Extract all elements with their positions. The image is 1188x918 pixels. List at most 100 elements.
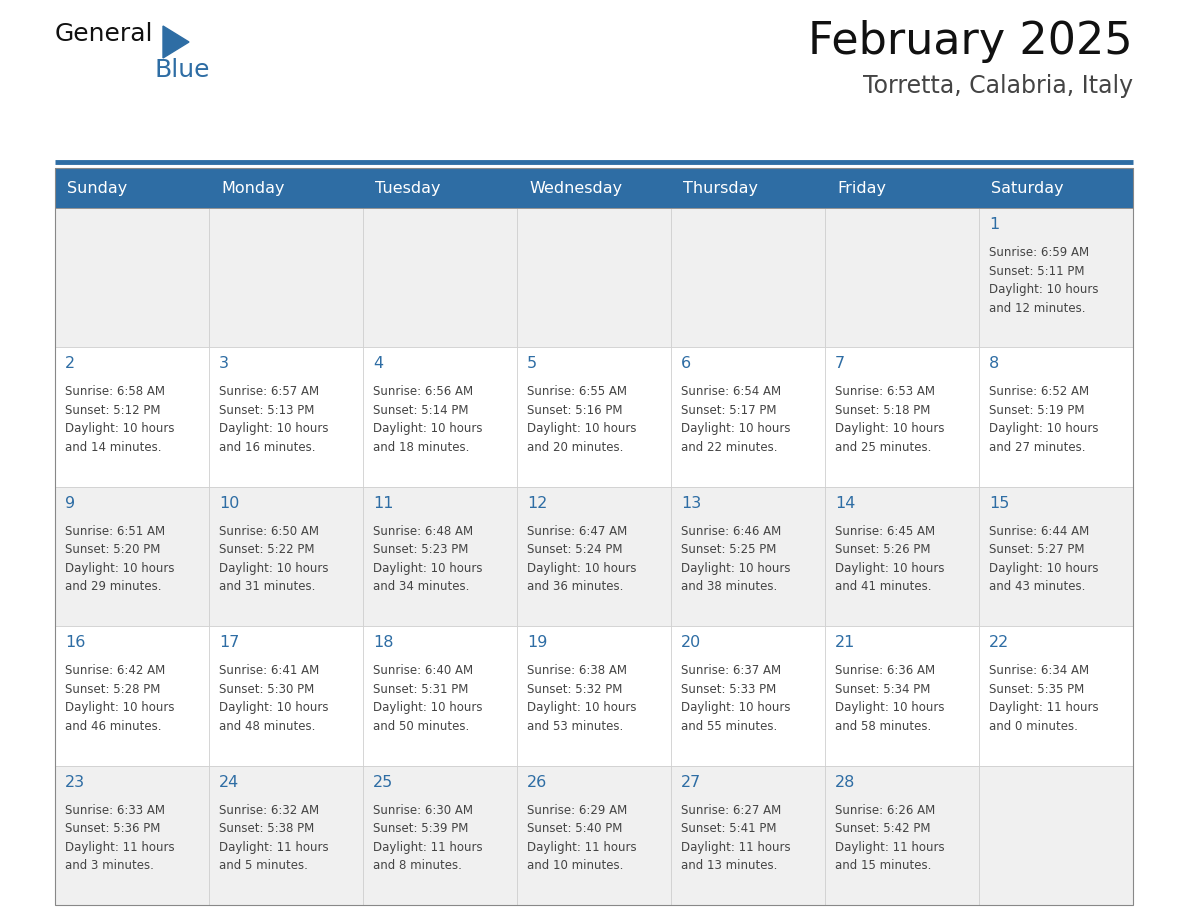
Text: and 12 minutes.: and 12 minutes. (988, 301, 1086, 315)
Text: and 14 minutes.: and 14 minutes. (65, 441, 162, 453)
Text: Daylight: 10 hours: Daylight: 10 hours (681, 422, 790, 435)
Bar (209, 487, 364, 626)
Text: Sunrise: 6:33 AM: Sunrise: 6:33 AM (65, 803, 165, 817)
Text: Sunset: 5:26 PM: Sunset: 5:26 PM (835, 543, 930, 556)
Text: Daylight: 11 hours: Daylight: 11 hours (527, 841, 637, 854)
Text: Sunrise: 6:59 AM: Sunrise: 6:59 AM (988, 246, 1089, 259)
Text: 3: 3 (219, 356, 229, 372)
Bar (209, 626, 364, 766)
Text: Sunrise: 6:44 AM: Sunrise: 6:44 AM (988, 525, 1089, 538)
Text: Daylight: 11 hours: Daylight: 11 hours (219, 841, 329, 854)
Bar (55, 626, 209, 766)
Bar (517, 208, 671, 347)
Text: and 31 minutes.: and 31 minutes. (219, 580, 315, 593)
Text: Sunrise: 6:56 AM: Sunrise: 6:56 AM (373, 386, 473, 398)
Text: Saturday: Saturday (991, 181, 1063, 196)
Text: Sunset: 5:23 PM: Sunset: 5:23 PM (373, 543, 468, 556)
Text: Sunset: 5:19 PM: Sunset: 5:19 PM (988, 404, 1085, 417)
Bar (517, 168, 671, 208)
Text: Daylight: 10 hours: Daylight: 10 hours (681, 701, 790, 714)
Bar (209, 766, 364, 905)
Text: Sunset: 5:39 PM: Sunset: 5:39 PM (373, 823, 468, 835)
Text: Daylight: 11 hours: Daylight: 11 hours (65, 841, 175, 854)
Bar (364, 208, 517, 347)
Bar (55, 766, 209, 905)
Text: Sunset: 5:35 PM: Sunset: 5:35 PM (988, 683, 1085, 696)
Text: and 13 minutes.: and 13 minutes. (681, 859, 777, 872)
Text: 5: 5 (527, 356, 537, 372)
Text: Blue: Blue (154, 58, 210, 82)
Bar (979, 168, 1133, 208)
Bar (979, 626, 1133, 766)
Text: Sunset: 5:22 PM: Sunset: 5:22 PM (219, 543, 315, 556)
Bar (517, 487, 671, 626)
Text: and 36 minutes.: and 36 minutes. (527, 580, 624, 593)
Bar (55, 168, 1133, 905)
Text: Daylight: 10 hours: Daylight: 10 hours (373, 422, 482, 435)
Text: Sunset: 5:12 PM: Sunset: 5:12 PM (65, 404, 160, 417)
Text: Daylight: 10 hours: Daylight: 10 hours (219, 562, 329, 575)
Text: 27: 27 (681, 775, 701, 789)
Text: Sunset: 5:34 PM: Sunset: 5:34 PM (835, 683, 930, 696)
Text: 11: 11 (373, 496, 393, 510)
Text: Daylight: 10 hours: Daylight: 10 hours (988, 422, 1099, 435)
Text: and 18 minutes.: and 18 minutes. (373, 441, 469, 453)
Text: Sunrise: 6:27 AM: Sunrise: 6:27 AM (681, 803, 782, 817)
Text: Daylight: 10 hours: Daylight: 10 hours (65, 422, 175, 435)
Bar (824, 347, 979, 487)
Text: Sunrise: 6:32 AM: Sunrise: 6:32 AM (219, 803, 320, 817)
Text: 28: 28 (835, 775, 855, 789)
Text: and 34 minutes.: and 34 minutes. (373, 580, 469, 593)
Bar (671, 766, 824, 905)
Bar (824, 168, 979, 208)
Text: 14: 14 (835, 496, 855, 510)
Text: and 55 minutes.: and 55 minutes. (681, 720, 777, 733)
Text: and 50 minutes.: and 50 minutes. (373, 720, 469, 733)
Text: Sunrise: 6:30 AM: Sunrise: 6:30 AM (373, 803, 473, 817)
Bar (671, 168, 824, 208)
Text: Sunset: 5:18 PM: Sunset: 5:18 PM (835, 404, 930, 417)
Text: Daylight: 10 hours: Daylight: 10 hours (373, 701, 482, 714)
Text: 10: 10 (219, 496, 239, 510)
Text: Sunrise: 6:29 AM: Sunrise: 6:29 AM (527, 803, 627, 817)
Text: Daylight: 11 hours: Daylight: 11 hours (988, 701, 1099, 714)
Text: 8: 8 (988, 356, 999, 372)
Text: Sunrise: 6:52 AM: Sunrise: 6:52 AM (988, 386, 1089, 398)
Text: 26: 26 (527, 775, 548, 789)
Text: Daylight: 10 hours: Daylight: 10 hours (527, 562, 637, 575)
Bar (824, 487, 979, 626)
Bar (517, 347, 671, 487)
Text: Sunrise: 6:45 AM: Sunrise: 6:45 AM (835, 525, 935, 538)
Text: Sunrise: 6:55 AM: Sunrise: 6:55 AM (527, 386, 627, 398)
Bar (55, 168, 1133, 208)
Text: Daylight: 10 hours: Daylight: 10 hours (681, 562, 790, 575)
Text: Wednesday: Wednesday (529, 181, 623, 196)
Text: Monday: Monday (221, 181, 284, 196)
Text: and 46 minutes.: and 46 minutes. (65, 720, 162, 733)
Text: Sunrise: 6:40 AM: Sunrise: 6:40 AM (373, 665, 473, 677)
Text: 9: 9 (65, 496, 75, 510)
Text: Sunrise: 6:50 AM: Sunrise: 6:50 AM (219, 525, 320, 538)
Text: Sunset: 5:27 PM: Sunset: 5:27 PM (988, 543, 1085, 556)
Text: Daylight: 11 hours: Daylight: 11 hours (835, 841, 944, 854)
Bar (824, 626, 979, 766)
Text: 7: 7 (835, 356, 845, 372)
Bar (824, 766, 979, 905)
Text: Sunset: 5:30 PM: Sunset: 5:30 PM (219, 683, 315, 696)
Text: Sunset: 5:28 PM: Sunset: 5:28 PM (65, 683, 160, 696)
Text: and 15 minutes.: and 15 minutes. (835, 859, 931, 872)
Text: Sunrise: 6:58 AM: Sunrise: 6:58 AM (65, 386, 165, 398)
Text: 4: 4 (373, 356, 383, 372)
Text: 19: 19 (527, 635, 548, 650)
Text: Sunrise: 6:36 AM: Sunrise: 6:36 AM (835, 665, 935, 677)
Text: and 25 minutes.: and 25 minutes. (835, 441, 931, 453)
Text: and 5 minutes.: and 5 minutes. (219, 859, 308, 872)
Bar (55, 487, 209, 626)
Bar (671, 347, 824, 487)
Text: Daylight: 10 hours: Daylight: 10 hours (219, 701, 329, 714)
Text: Daylight: 10 hours: Daylight: 10 hours (835, 422, 944, 435)
Text: Sunrise: 6:46 AM: Sunrise: 6:46 AM (681, 525, 782, 538)
Text: and 29 minutes.: and 29 minutes. (65, 580, 162, 593)
Text: Sunday: Sunday (67, 181, 127, 196)
Text: Thursday: Thursday (683, 181, 758, 196)
